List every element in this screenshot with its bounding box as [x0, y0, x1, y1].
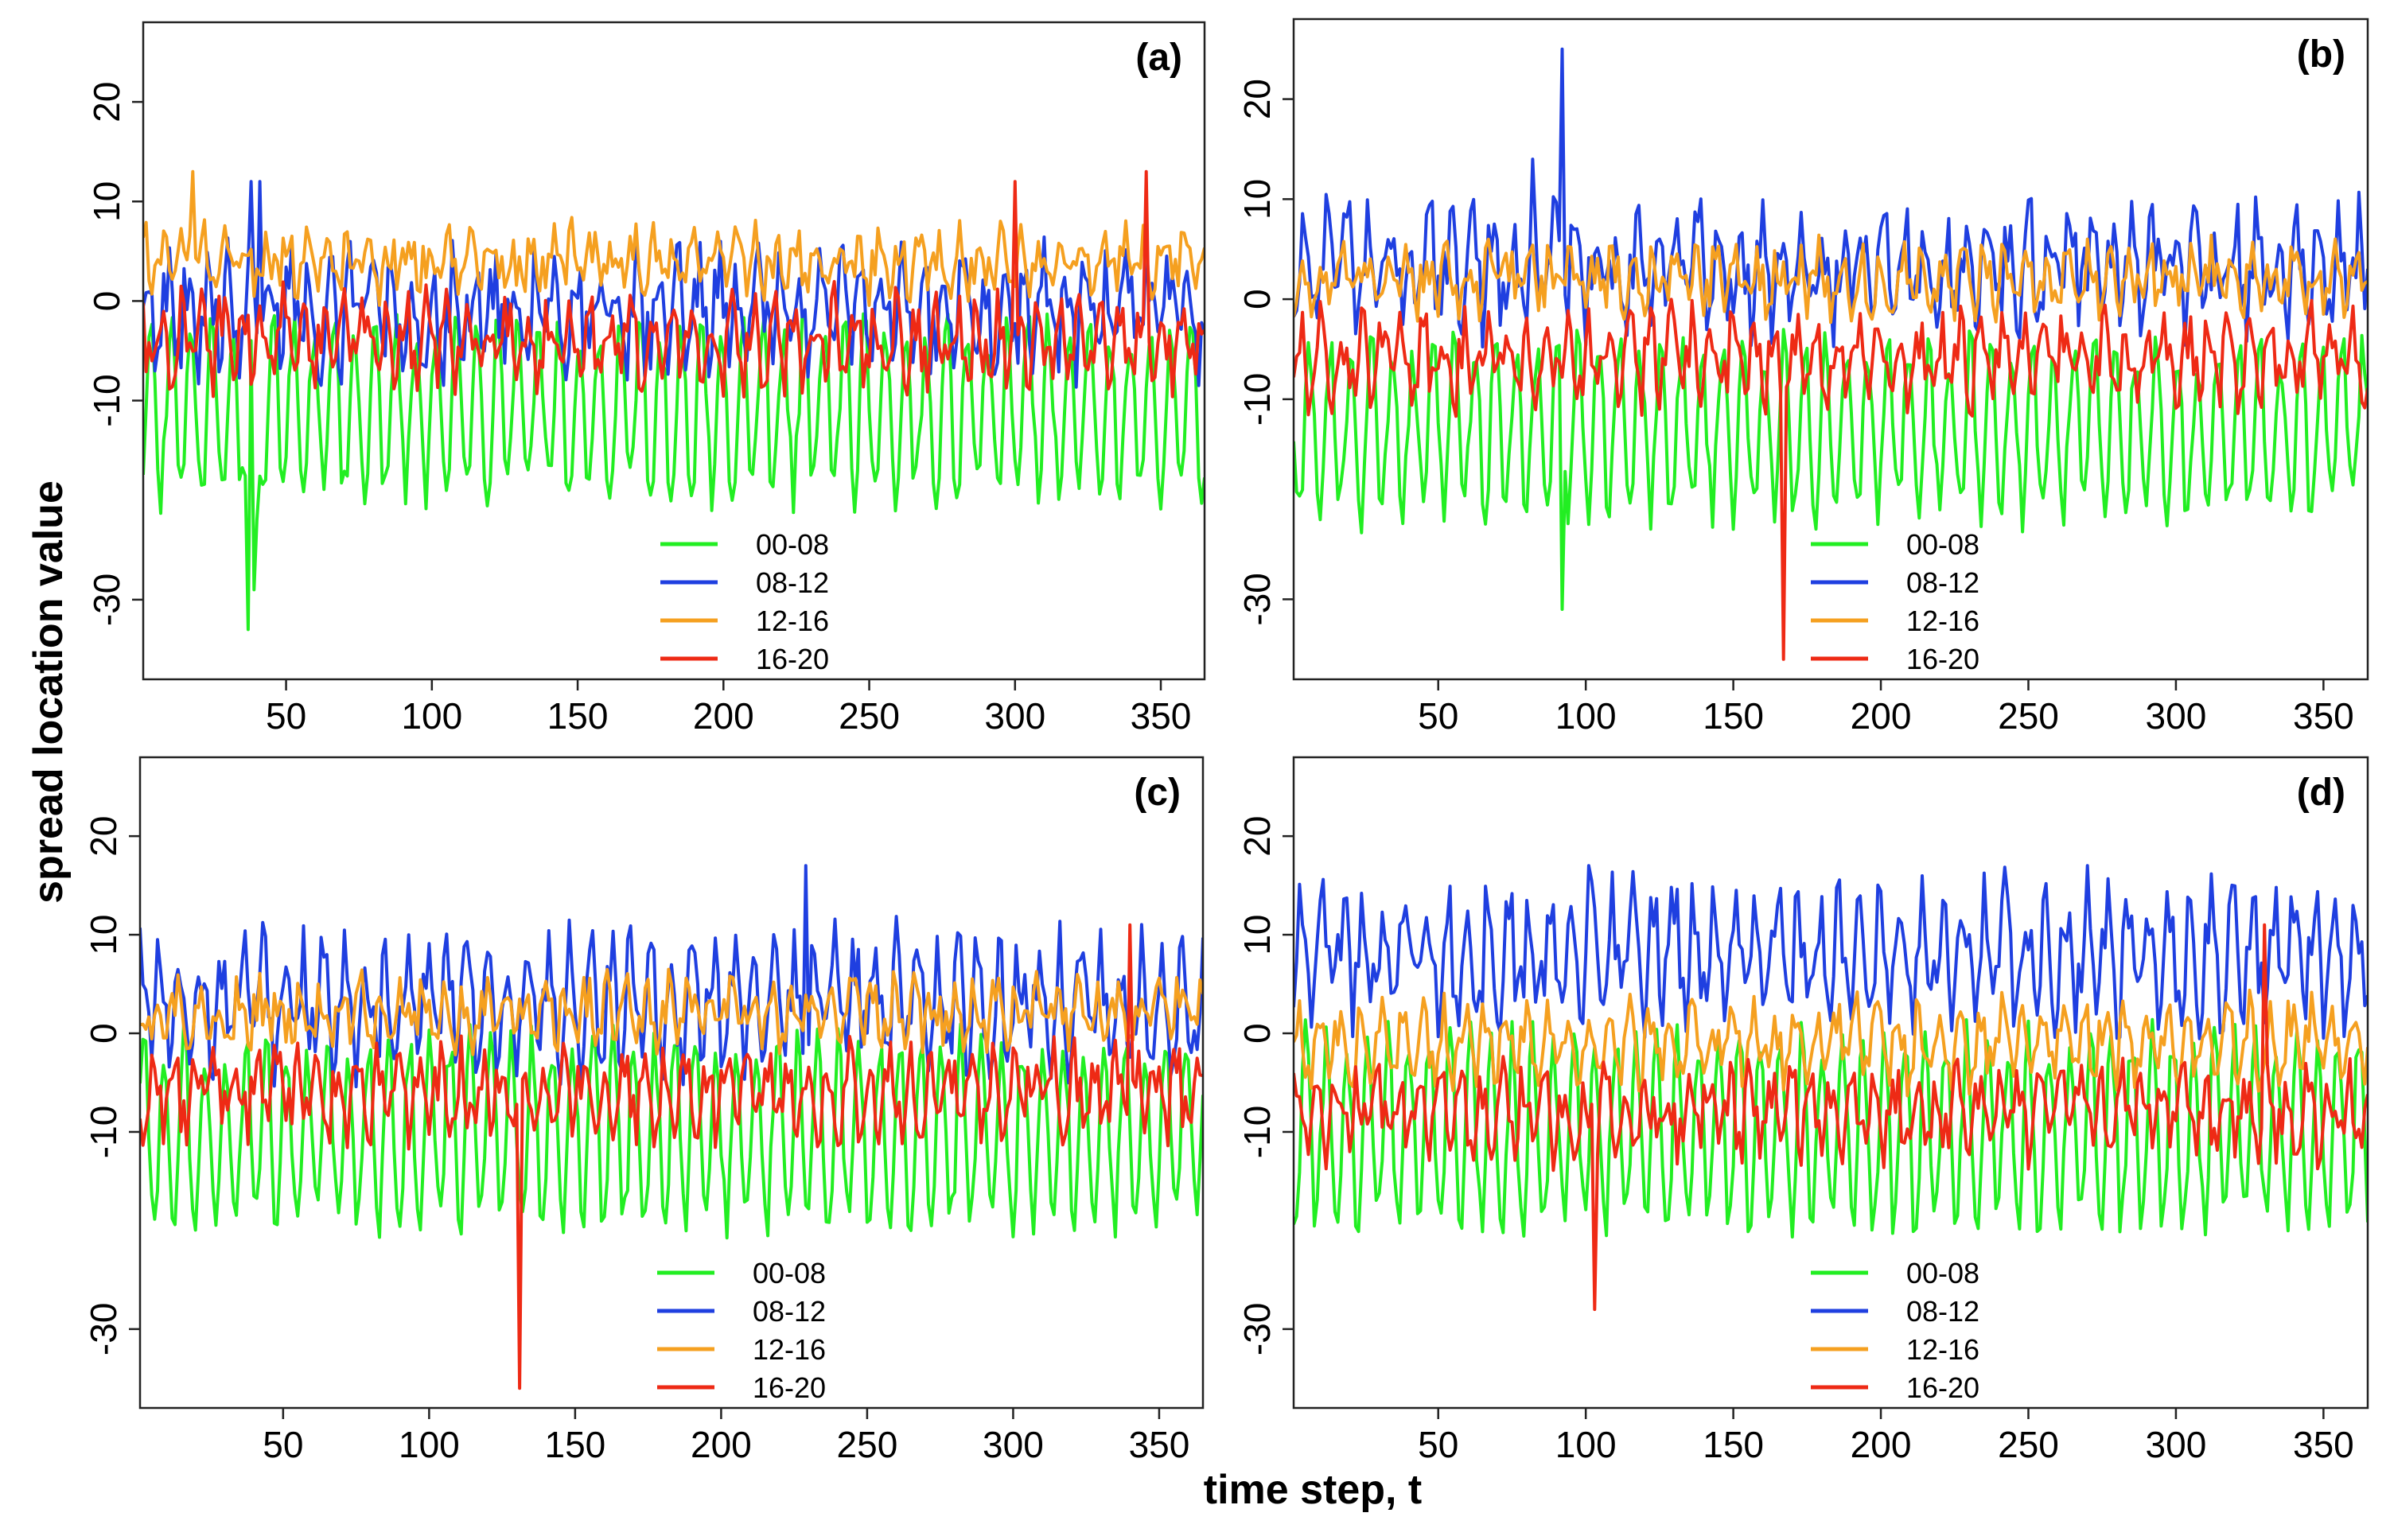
- x-tick-label: 50: [266, 695, 306, 737]
- panel-label: (c): [1134, 772, 1181, 814]
- panel-1: 50 100 150 200 250 300 350-30-1001020(b)00-080…: [1236, 18, 2369, 737]
- legend-label: 16-20: [753, 1371, 826, 1404]
- legend-label: 08-12: [1906, 1295, 1979, 1328]
- x-tick-label: 250: [839, 695, 900, 737]
- x-tick-label: 200: [1851, 695, 1912, 737]
- x-tick-label: 100: [1555, 695, 1617, 737]
- panels: 50 100 150 200 250 300 350-30-1001020(a)00-080…: [83, 18, 2369, 1465]
- plot-frame: [1292, 756, 2369, 1410]
- x-tick-label: 300: [2146, 695, 2207, 737]
- x-tick-label: 100: [399, 1424, 460, 1465]
- y-tick-label: 10: [1236, 915, 1278, 955]
- legend-label: 12-16: [756, 605, 829, 637]
- legend-label: 00-08: [753, 1257, 826, 1289]
- x-tick-label: 100: [401, 695, 462, 737]
- x-tick-label: 200: [693, 695, 754, 737]
- legend-label: 08-12: [753, 1295, 826, 1328]
- panel-3: 50 100 150 200 250 300 350-30-1001020(d)00-080…: [1236, 756, 2369, 1465]
- plot-frame: [142, 21, 1206, 681]
- legend: 00-08 08-12 12-16 16-20: [660, 528, 829, 675]
- y-tick-label: -10: [1236, 373, 1278, 426]
- legend-label: 12-16: [753, 1333, 826, 1366]
- y-tick-label: 10: [86, 181, 127, 222]
- x-tick-label: 150: [1703, 1424, 1764, 1465]
- panel-label: (b): [2297, 33, 2345, 76]
- series-line-16-20: [143, 169, 1205, 399]
- panel-label: (a): [1135, 37, 1182, 79]
- legend-label: 08-12: [1906, 566, 1979, 599]
- panel-2: 50 100 150 200 250 300 350-30-1001020(c)00-080…: [83, 756, 1205, 1465]
- legend: 00-08 08-12 12-16 16-20: [1811, 1257, 1979, 1404]
- panel-0: 50 100 150 200 250 300 350-30-1001020(a)00-080…: [86, 21, 1206, 737]
- x-tick-label: 50: [1418, 695, 1458, 737]
- x-tick-label: 150: [545, 1424, 606, 1465]
- y-tick-label: 10: [1236, 179, 1278, 220]
- legend-label: 00-08: [1906, 1257, 1979, 1289]
- series-line-12-16: [140, 967, 1203, 1056]
- series-line-16-20: [1294, 923, 2368, 1312]
- legend-label: 16-20: [1906, 643, 1979, 675]
- series-line-16-20: [140, 923, 1203, 1390]
- x-tick-label: 50: [1418, 1424, 1458, 1465]
- x-tick-label: 250: [837, 1424, 898, 1465]
- legend-label: 16-20: [756, 643, 829, 675]
- legend-label: 08-12: [756, 566, 829, 599]
- x-tick-label: 150: [1703, 695, 1764, 737]
- x-tick-label: 350: [1129, 1424, 1190, 1465]
- legend: 00-08 08-12 12-16 16-20: [1811, 528, 1979, 675]
- y-tick-label: -10: [1236, 1106, 1278, 1158]
- y-axis-title: spread location value: [25, 480, 72, 904]
- y-tick-label: -30: [1236, 573, 1278, 625]
- x-tick-label: 250: [1998, 1424, 2059, 1465]
- y-tick-label: -30: [83, 1303, 124, 1355]
- y-tick-label: 0: [86, 291, 127, 312]
- legend-label: 16-20: [1906, 1371, 1979, 1404]
- x-tick-label: 200: [691, 1424, 752, 1465]
- series-line-16-20: [1294, 298, 2368, 661]
- series-group: [1294, 47, 2368, 661]
- panel-label: (d): [2297, 772, 2345, 814]
- y-tick-label: -30: [86, 574, 127, 626]
- y-tick-label: 20: [83, 816, 124, 857]
- y-tick-label: 0: [83, 1023, 124, 1044]
- y-tick-label: -10: [86, 374, 127, 426]
- x-tick-label: 350: [2293, 1424, 2354, 1465]
- series-group: [143, 169, 1205, 632]
- y-tick-label: 10: [83, 915, 124, 955]
- legend-label: 12-16: [1906, 1333, 1979, 1366]
- series-line-08-12: [1294, 864, 2368, 1040]
- x-tick-label: 200: [1851, 1424, 1912, 1465]
- legend-label: 12-16: [1906, 605, 1979, 637]
- x-tick-label: 250: [1998, 695, 2059, 737]
- x-tick-label: 350: [1131, 695, 1192, 737]
- x-tick-label: 350: [2293, 695, 2354, 737]
- series-line-12-16: [143, 169, 1205, 307]
- series-line-12-16: [1294, 233, 2368, 325]
- legend-label: 00-08: [756, 528, 829, 561]
- series-line-08-12: [143, 180, 1205, 389]
- y-tick-label: 0: [1236, 1023, 1278, 1044]
- x-axis-title: time step, t: [1204, 1467, 1423, 1513]
- series-group: [1294, 864, 2368, 1312]
- x-tick-label: 300: [984, 695, 1045, 737]
- y-tick-label: -30: [1236, 1303, 1278, 1355]
- series-group: [140, 864, 1203, 1390]
- y-tick-label: 20: [1236, 79, 1278, 119]
- x-tick-label: 300: [983, 1424, 1044, 1465]
- y-tick-label: 20: [1236, 816, 1278, 857]
- x-tick-label: 50: [263, 1424, 303, 1465]
- series-line-12-16: [1294, 988, 2368, 1098]
- plot-frame: [1292, 18, 2369, 681]
- x-tick-label: 300: [2146, 1424, 2207, 1465]
- y-tick-label: 20: [86, 82, 127, 122]
- plot-frame: [138, 756, 1205, 1410]
- legend: 00-08 08-12 12-16 16-20: [657, 1257, 826, 1404]
- y-tick-label: 0: [1236, 289, 1278, 309]
- legend-label: 00-08: [1906, 528, 1979, 561]
- x-tick-label: 150: [547, 695, 609, 737]
- y-tick-label: -10: [83, 1106, 124, 1158]
- x-tick-label: 100: [1555, 1424, 1617, 1465]
